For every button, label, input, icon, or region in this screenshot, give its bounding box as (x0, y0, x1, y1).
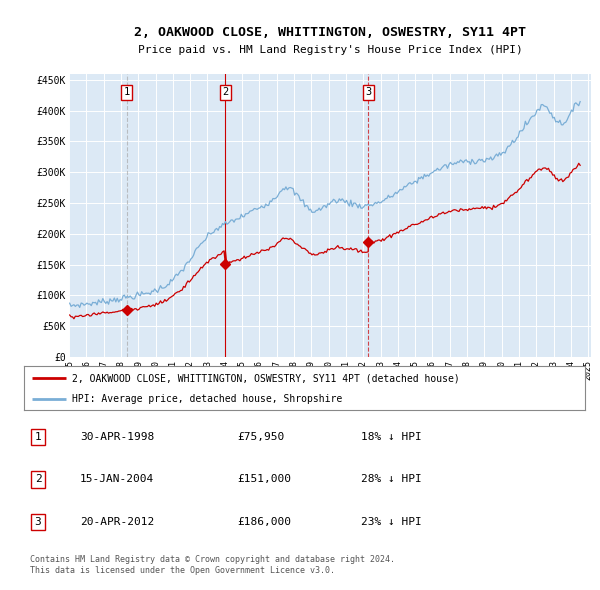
Text: 2, OAKWOOD CLOSE, WHITTINGTON, OSWESTRY, SY11 4PT (detached house): 2, OAKWOOD CLOSE, WHITTINGTON, OSWESTRY,… (71, 373, 460, 383)
Text: 20-APR-2012: 20-APR-2012 (80, 517, 154, 527)
Text: 15-JAN-2004: 15-JAN-2004 (80, 474, 154, 484)
Text: 2, OAKWOOD CLOSE, WHITTINGTON, OSWESTRY, SY11 4PT: 2, OAKWOOD CLOSE, WHITTINGTON, OSWESTRY,… (134, 26, 526, 39)
Text: £75,950: £75,950 (237, 432, 284, 442)
Text: £151,000: £151,000 (237, 474, 291, 484)
Text: 1: 1 (35, 432, 41, 442)
Text: 18% ↓ HPI: 18% ↓ HPI (361, 432, 421, 442)
Text: 3: 3 (35, 517, 41, 527)
Text: 23% ↓ HPI: 23% ↓ HPI (361, 517, 421, 527)
Text: 2: 2 (222, 87, 229, 97)
Text: This data is licensed under the Open Government Licence v3.0.: This data is licensed under the Open Gov… (30, 566, 335, 575)
Text: 28% ↓ HPI: 28% ↓ HPI (361, 474, 421, 484)
Text: Price paid vs. HM Land Registry's House Price Index (HPI): Price paid vs. HM Land Registry's House … (137, 45, 523, 54)
Text: Contains HM Land Registry data © Crown copyright and database right 2024.: Contains HM Land Registry data © Crown c… (30, 555, 395, 563)
Text: HPI: Average price, detached house, Shropshire: HPI: Average price, detached house, Shro… (71, 394, 342, 404)
Text: £186,000: £186,000 (237, 517, 291, 527)
Text: 30-APR-1998: 30-APR-1998 (80, 432, 154, 442)
Text: 1: 1 (124, 87, 130, 97)
Text: 3: 3 (365, 87, 371, 97)
Text: 2: 2 (35, 474, 41, 484)
